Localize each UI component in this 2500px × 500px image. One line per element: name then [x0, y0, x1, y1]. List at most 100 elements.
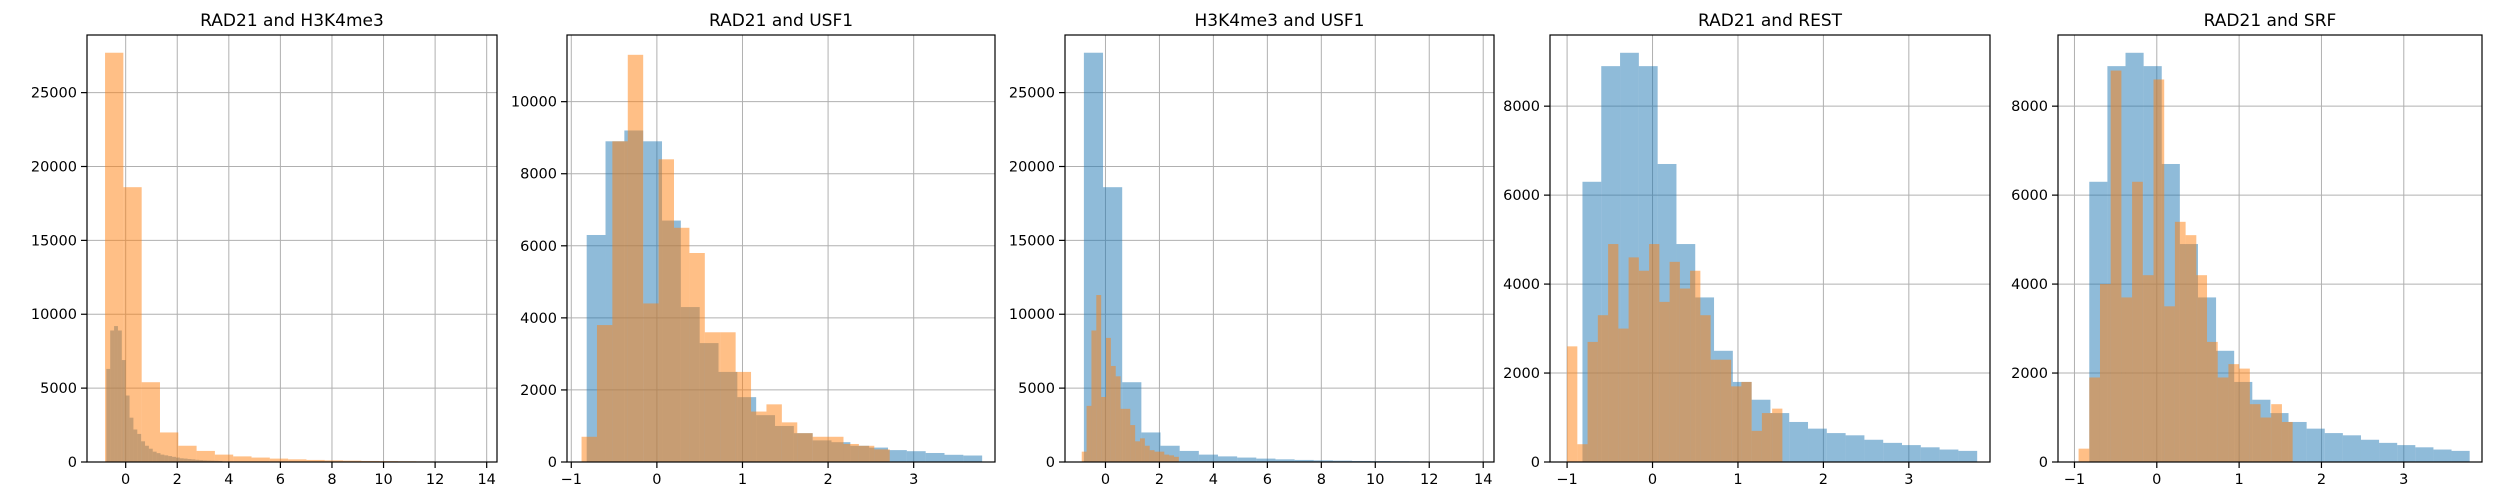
histogram-bar: [1659, 301, 1670, 462]
histogram-bar: [2239, 368, 2250, 462]
histogram-bar: [251, 457, 270, 462]
histogram-bar: [1135, 441, 1141, 462]
chart-title: RAD21 and SRF: [2204, 11, 2337, 31]
histogram-bar: [2174, 221, 2186, 462]
x-tick-label: 4: [224, 472, 233, 488]
histogram-bar: [1845, 435, 1865, 462]
y-tick-label: 2000: [520, 383, 557, 399]
histogram-bar: [1808, 428, 1827, 462]
histogram-bar: [1144, 445, 1150, 462]
axes-frame: [2057, 34, 2483, 463]
histogram-bar: [1091, 330, 1097, 462]
histogram-bar: [944, 454, 964, 462]
x-tick-label: 14: [1474, 472, 1492, 488]
x-tick-label: 3: [909, 472, 918, 488]
x-tick-label: 8: [1317, 472, 1326, 488]
histogram-bar: [704, 332, 721, 462]
axes-frame: [1064, 34, 1495, 463]
histogram-bar: [1751, 430, 1762, 462]
x-tick-label: 6: [1263, 472, 1272, 488]
x-tick-label: 3: [1904, 472, 1913, 488]
y-tick-label: 10000: [511, 95, 557, 111]
y-tick-label: 10000: [31, 307, 77, 323]
histogram-bar: [612, 141, 628, 463]
histogram-bar: [1772, 408, 1783, 462]
x-tick-label: 2: [823, 472, 832, 488]
histogram-bar: [1149, 450, 1155, 462]
axes-frame: [566, 34, 996, 463]
histogram-bar: [581, 436, 597, 462]
histogram-bar: [1618, 328, 1629, 462]
histogram-bar: [1106, 337, 1111, 462]
histogram-bar: [1731, 386, 1742, 462]
histogram-bar: [1275, 459, 1295, 462]
histogram-bar: [1741, 381, 1752, 462]
y-tick-label: 8000: [520, 167, 557, 183]
histogram-bar: [2121, 297, 2133, 462]
histogram-bar: [1826, 433, 1846, 462]
histogram-bar: [1720, 359, 1732, 462]
chart-panel: −1 0 1 2 3 0 2000 4000 6000 8000 RAD21 and REST: [1503, 11, 1991, 488]
histogram-bar: [1110, 365, 1116, 462]
y-tick-label: 15000: [1009, 233, 1055, 249]
histogram-bar: [674, 227, 690, 462]
y-tick-label: 20000: [1009, 159, 1055, 175]
y-tick-label: 25000: [31, 86, 77, 102]
histogram-bar: [1920, 447, 1940, 462]
y-tick-label: 0: [2039, 455, 2048, 471]
y-tick-label: 0: [548, 455, 557, 471]
histogram-bar: [1179, 450, 1199, 462]
histogram-bar: [828, 436, 844, 462]
histogram-bar: [2185, 235, 2197, 462]
histogram-bar: [2099, 284, 2111, 462]
histogram-bar: [766, 404, 782, 462]
histogram-bar: [2324, 433, 2343, 462]
y-tick-label: 6000: [1503, 188, 1540, 204]
x-tick-label: 4: [1209, 472, 1218, 488]
histogram-bar: [2228, 364, 2240, 462]
histogram-bar: [2196, 275, 2208, 462]
y-tick-label: 0: [1531, 455, 1540, 471]
histogram-bar: [2132, 181, 2143, 462]
x-tick-label: −1: [561, 472, 582, 488]
histogram-bar: [1159, 451, 1165, 462]
histogram-bar: [1587, 341, 1598, 462]
chart-panel: 0 2 4 6 8 10 12 14 0 5000 10000 15000 20000 25000 RAD2…: [31, 11, 498, 488]
histogram-bar: [306, 459, 325, 462]
histogram-bar: [2249, 404, 2261, 462]
histogram-bar: [720, 332, 736, 462]
histogram-bar: [925, 452, 945, 462]
histogram-bar: [2379, 442, 2398, 462]
histogram-bar: [874, 449, 890, 462]
histogram-bar: [324, 460, 344, 462]
histogram-bar: [2078, 448, 2090, 462]
histogram-bar: [1690, 270, 1701, 462]
histogram-bar: [1939, 449, 1959, 462]
histogram-bar: [797, 433, 813, 462]
histogram-bar: [1140, 438, 1145, 462]
histogram-bar: [1154, 451, 1160, 462]
histogram-bar: [233, 456, 252, 462]
histogram-bar: [1628, 257, 1639, 462]
histogram-bar: [2142, 275, 2154, 462]
x-tick-label: 10: [374, 472, 392, 488]
histogram-bar: [2306, 428, 2325, 462]
histogram-bar: [1567, 346, 1578, 462]
histogram-bar: [2110, 70, 2122, 462]
x-tick-label: 0: [2152, 472, 2161, 488]
histogram-bar: [1169, 455, 1175, 462]
y-tick-label: 10000: [1009, 307, 1055, 323]
y-tick-label: 2000: [2011, 366, 2048, 382]
histogram-bar: [1198, 454, 1218, 462]
histogram-bar: [1164, 454, 1170, 462]
x-tick-label: 8: [327, 472, 336, 488]
histogram-bar: [2207, 341, 2218, 462]
histogram-bar: [963, 455, 983, 462]
histogram-bar: [2451, 450, 2470, 462]
histogram-bar: [159, 432, 179, 462]
histogram-bar: [643, 303, 659, 462]
histogram-bar: [658, 159, 674, 462]
histogram-bar: [123, 187, 142, 462]
